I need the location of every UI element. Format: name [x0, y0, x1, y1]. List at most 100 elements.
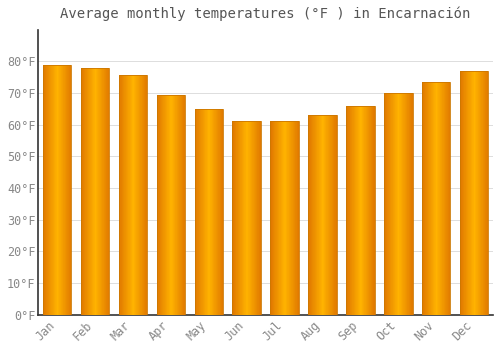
Bar [156, 95, 185, 315]
Bar [168, 95, 169, 315]
Bar [238, 121, 240, 315]
Bar [442, 82, 443, 315]
Bar [366, 106, 367, 315]
Bar [432, 82, 433, 315]
Bar [319, 115, 320, 315]
Bar [99, 68, 100, 315]
Bar [198, 109, 199, 315]
Bar [197, 109, 198, 315]
Bar [93, 68, 94, 315]
Bar [178, 95, 179, 315]
Bar [257, 121, 258, 315]
Bar [390, 93, 391, 315]
Bar [324, 115, 325, 315]
Bar [310, 115, 311, 315]
Bar [180, 95, 181, 315]
Bar [348, 106, 349, 315]
Bar [158, 95, 159, 315]
Bar [422, 82, 450, 315]
Bar [141, 75, 142, 315]
Bar [164, 95, 165, 315]
Bar [439, 82, 440, 315]
Bar [290, 121, 291, 315]
Bar [287, 121, 288, 315]
Bar [469, 71, 470, 315]
Bar [384, 93, 385, 315]
Bar [288, 121, 289, 315]
Bar [83, 68, 84, 315]
Bar [81, 68, 82, 315]
Bar [45, 65, 46, 315]
Bar [272, 121, 273, 315]
Bar [317, 115, 318, 315]
Bar [145, 75, 146, 315]
Bar [468, 71, 469, 315]
Bar [211, 109, 212, 315]
Bar [475, 71, 476, 315]
Bar [311, 115, 312, 315]
Bar [285, 121, 286, 315]
Bar [62, 65, 63, 315]
Bar [205, 109, 206, 315]
Bar [431, 82, 432, 315]
Bar [474, 71, 475, 315]
Bar [477, 71, 478, 315]
Bar [90, 68, 91, 315]
Bar [320, 115, 321, 315]
Bar [254, 121, 255, 315]
Bar [126, 75, 128, 315]
Bar [363, 106, 364, 315]
Bar [480, 71, 481, 315]
Bar [60, 65, 61, 315]
Bar [104, 68, 106, 315]
Bar [430, 82, 431, 315]
Bar [369, 106, 370, 315]
Bar [314, 115, 315, 315]
Bar [157, 95, 158, 315]
Bar [57, 65, 58, 315]
Bar [55, 65, 56, 315]
Bar [218, 109, 219, 315]
Bar [284, 121, 285, 315]
Bar [103, 68, 104, 315]
Bar [179, 95, 180, 315]
Bar [119, 75, 120, 315]
Bar [424, 82, 425, 315]
Bar [394, 93, 395, 315]
Bar [49, 65, 50, 315]
Bar [270, 121, 299, 315]
Bar [208, 109, 209, 315]
Bar [173, 95, 174, 315]
Bar [140, 75, 141, 315]
Bar [220, 109, 222, 315]
Bar [207, 109, 208, 315]
Bar [241, 121, 242, 315]
Bar [89, 68, 90, 315]
Bar [101, 68, 102, 315]
Bar [286, 121, 287, 315]
Bar [444, 82, 446, 315]
Bar [362, 106, 363, 315]
Bar [365, 106, 366, 315]
Bar [466, 71, 468, 315]
Bar [176, 95, 177, 315]
Bar [248, 121, 249, 315]
Bar [63, 65, 64, 315]
Bar [433, 82, 434, 315]
Bar [232, 121, 261, 315]
Bar [106, 68, 107, 315]
Bar [143, 75, 144, 315]
Bar [309, 115, 310, 315]
Bar [159, 95, 160, 315]
Bar [280, 121, 281, 315]
Bar [384, 93, 412, 315]
Bar [142, 75, 143, 315]
Bar [409, 93, 410, 315]
Bar [353, 106, 354, 315]
Bar [128, 75, 129, 315]
Bar [447, 82, 448, 315]
Bar [240, 121, 241, 315]
Bar [181, 95, 182, 315]
Bar [388, 93, 389, 315]
Bar [323, 115, 324, 315]
